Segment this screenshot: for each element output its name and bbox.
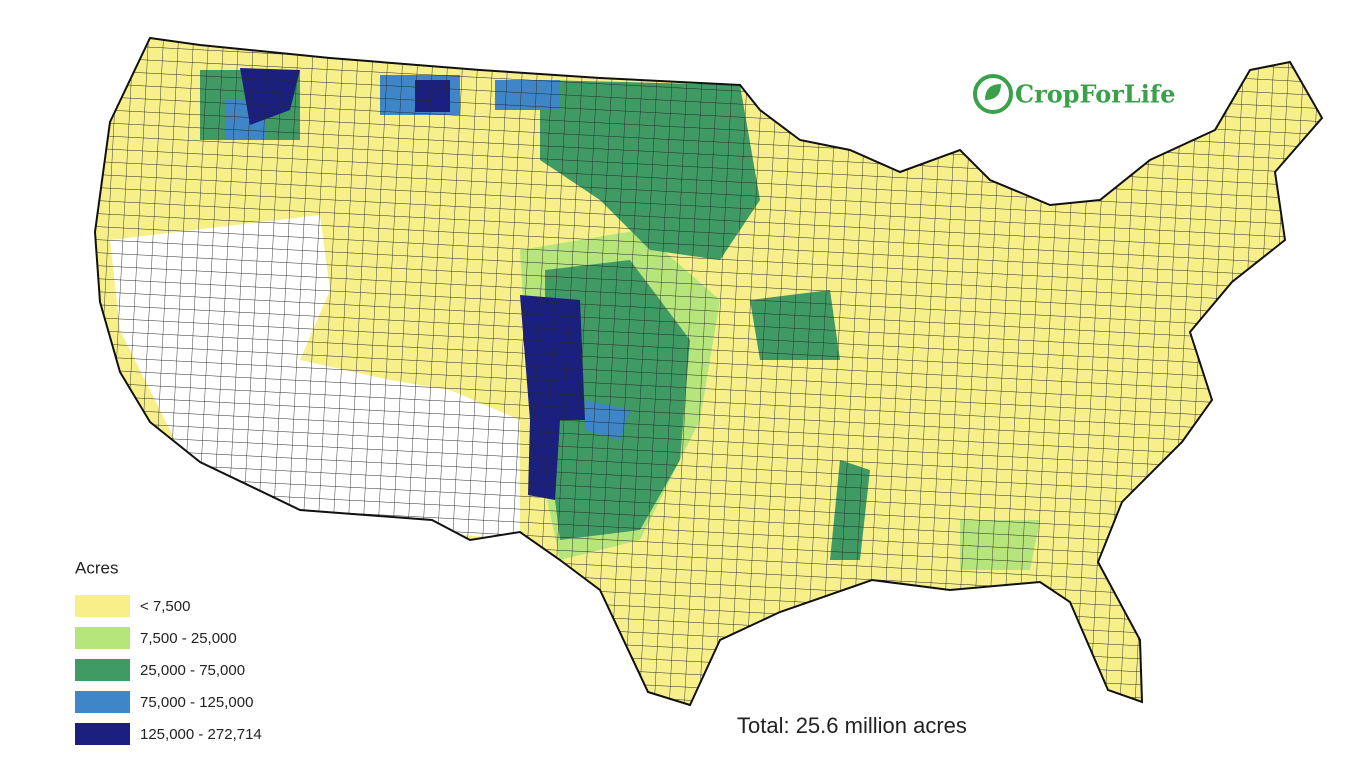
legend-swatch bbox=[75, 691, 130, 713]
logo-leaf bbox=[985, 84, 1001, 100]
logo-text: CropForLife bbox=[1015, 80, 1176, 109]
logo-icon bbox=[973, 74, 1013, 114]
legend: < 7,500 7,500 - 25,000 25,000 - 75,000 75,0… bbox=[75, 595, 262, 745]
legend-label: 125,000 - 272,714 bbox=[140, 726, 262, 743]
logo: CropForLife bbox=[973, 74, 1176, 114]
legend-label: 7,500 - 25,000 bbox=[140, 630, 237, 647]
legend-label: 25,000 - 75,000 bbox=[140, 662, 245, 679]
legend-swatch bbox=[75, 723, 130, 745]
total: Total: 25.6 million acres bbox=[737, 713, 967, 738]
legend-label: < 7,500 bbox=[140, 598, 190, 615]
legend-swatch bbox=[75, 595, 130, 617]
legend-swatch bbox=[75, 627, 130, 649]
legend-label: 75,000 - 125,000 bbox=[140, 694, 253, 711]
legend-swatch bbox=[75, 659, 130, 681]
legend-title: Acres bbox=[75, 558, 118, 577]
